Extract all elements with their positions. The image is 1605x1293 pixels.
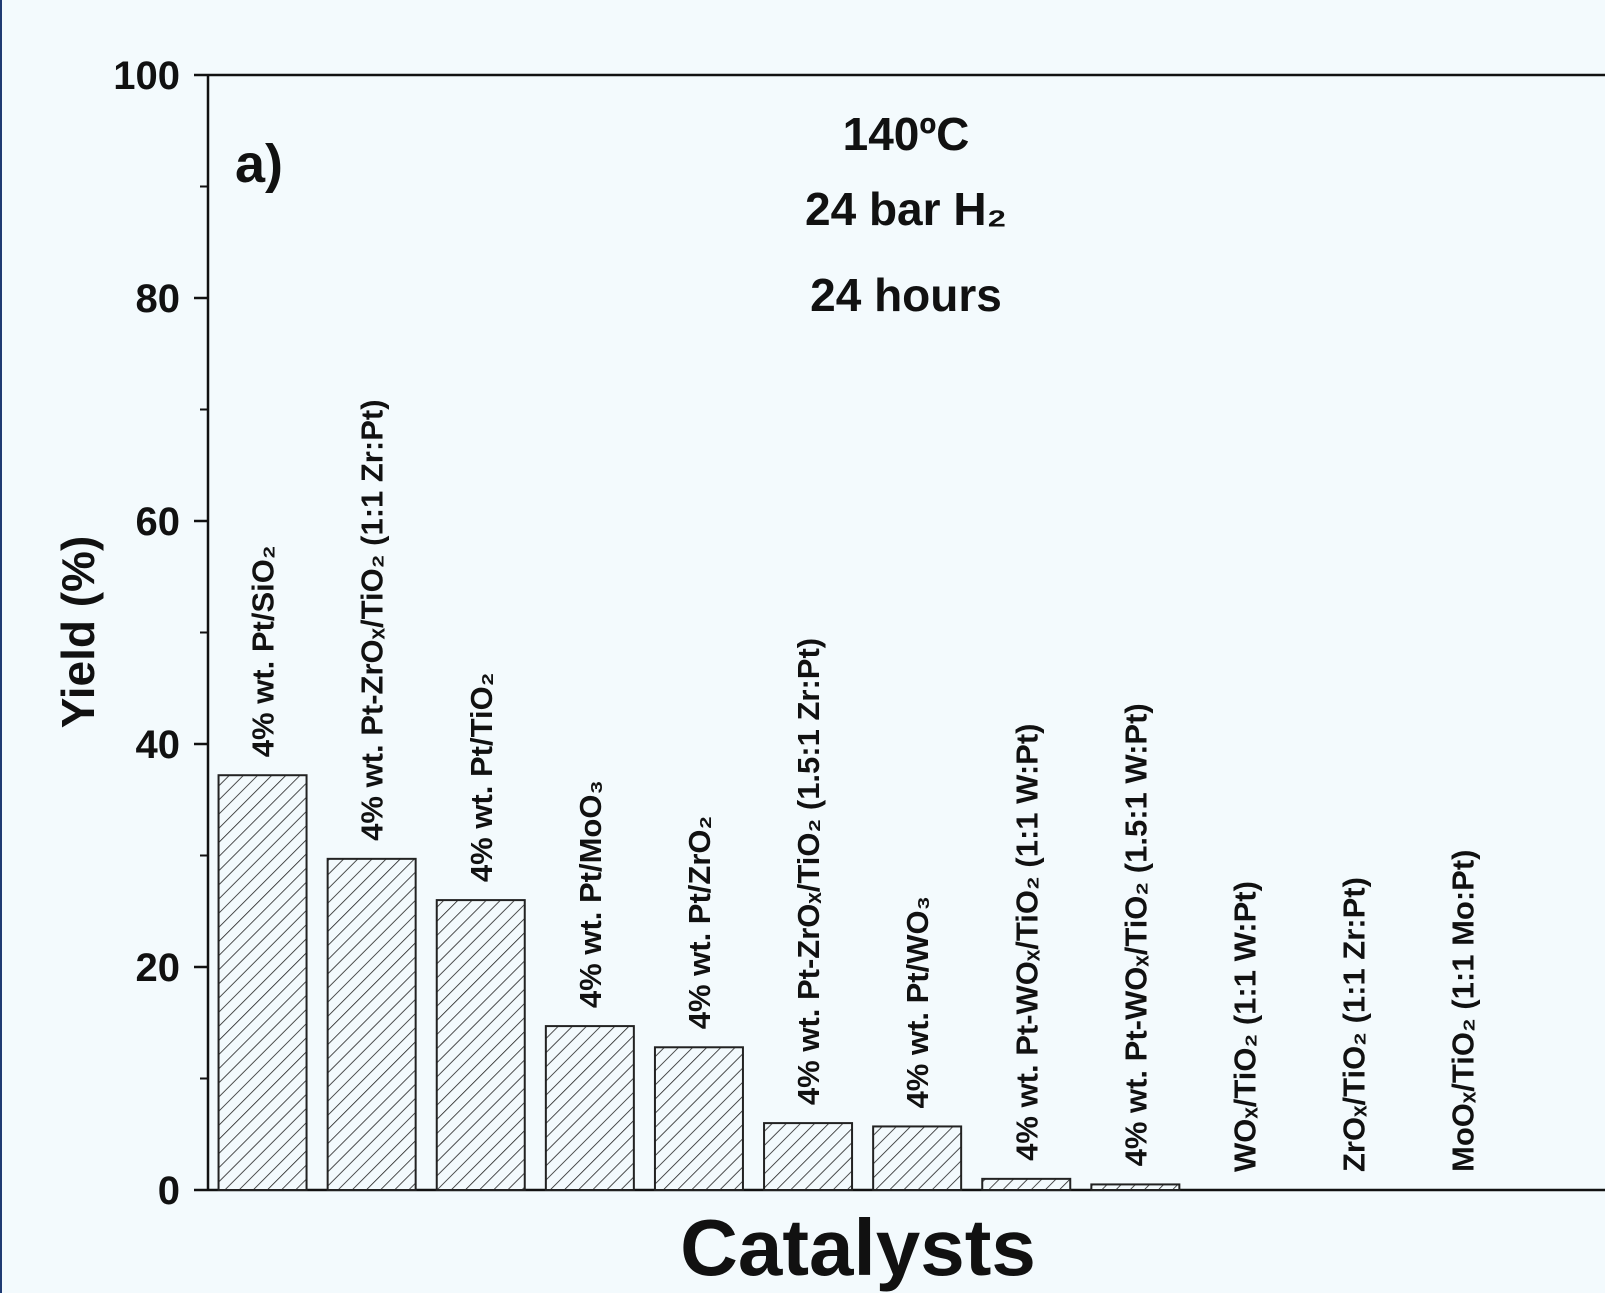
- bar-category-label: MoOₓ/TiO₂ (1:1 Mo:Pt): [1446, 850, 1481, 1172]
- y-tick-label: 60: [136, 500, 181, 544]
- x-axis-title: Catalysts: [680, 1203, 1036, 1292]
- bar: [217, 774, 308, 1191]
- bar-category-label: 4% wt. Pt-WOₓ/TiO₂ (1.5:1 W:Pt): [1118, 703, 1153, 1166]
- panel-label: a): [235, 134, 283, 194]
- bar: [653, 1046, 744, 1192]
- y-tick-label: 100: [113, 54, 180, 98]
- annotation: 24 bar H₂: [805, 183, 1007, 235]
- bar-category-label: 4% wt. Pt/ZrO₂: [682, 816, 717, 1030]
- y-axis-title: Yield (%): [52, 536, 104, 729]
- bar: [435, 899, 526, 1191]
- bar-category-label: 4% wt. Pt-WOₓ/TiO₂ (1:1 W:Pt): [1009, 724, 1044, 1161]
- annotation: 24 hours: [810, 269, 1002, 321]
- bar: [981, 1177, 1072, 1191]
- bar-category-label: ZrOₓ/TiO₂ (1:1 Zr:Pt): [1337, 877, 1372, 1172]
- bar-category-label: WOₓ/TiO₂ (1:1 W:Pt): [1227, 881, 1262, 1172]
- bar: [872, 1125, 963, 1191]
- y-tick-label: 40: [136, 723, 181, 767]
- y-tick-label: 80: [136, 277, 181, 321]
- bar-category-label: 4% wt. Pt-ZrOₓ/TiO₂ (1.5:1 Zr:Pt): [791, 638, 826, 1105]
- bar-category-label: 4% wt. Pt/WO₃: [900, 896, 935, 1108]
- annotation: 140ºC: [843, 108, 970, 160]
- y-tick-label: 0: [158, 1169, 180, 1213]
- bar-category-label: 4% wt. Pt-ZrOₓ/TiO₂ (1:1 Zr:Pt): [355, 399, 390, 840]
- bar: [1090, 1183, 1181, 1192]
- bar: [544, 1025, 635, 1191]
- bar-category-label: 4% wt. Pt/TiO₂: [464, 673, 499, 883]
- y-tick-label: 20: [136, 946, 181, 990]
- bar-category-label: 4% wt. Pt/MoO₃: [573, 780, 608, 1008]
- bar: [326, 857, 417, 1191]
- bar: [763, 1122, 854, 1191]
- bar-category-label: 4% wt. Pt/SiO₂: [246, 545, 281, 757]
